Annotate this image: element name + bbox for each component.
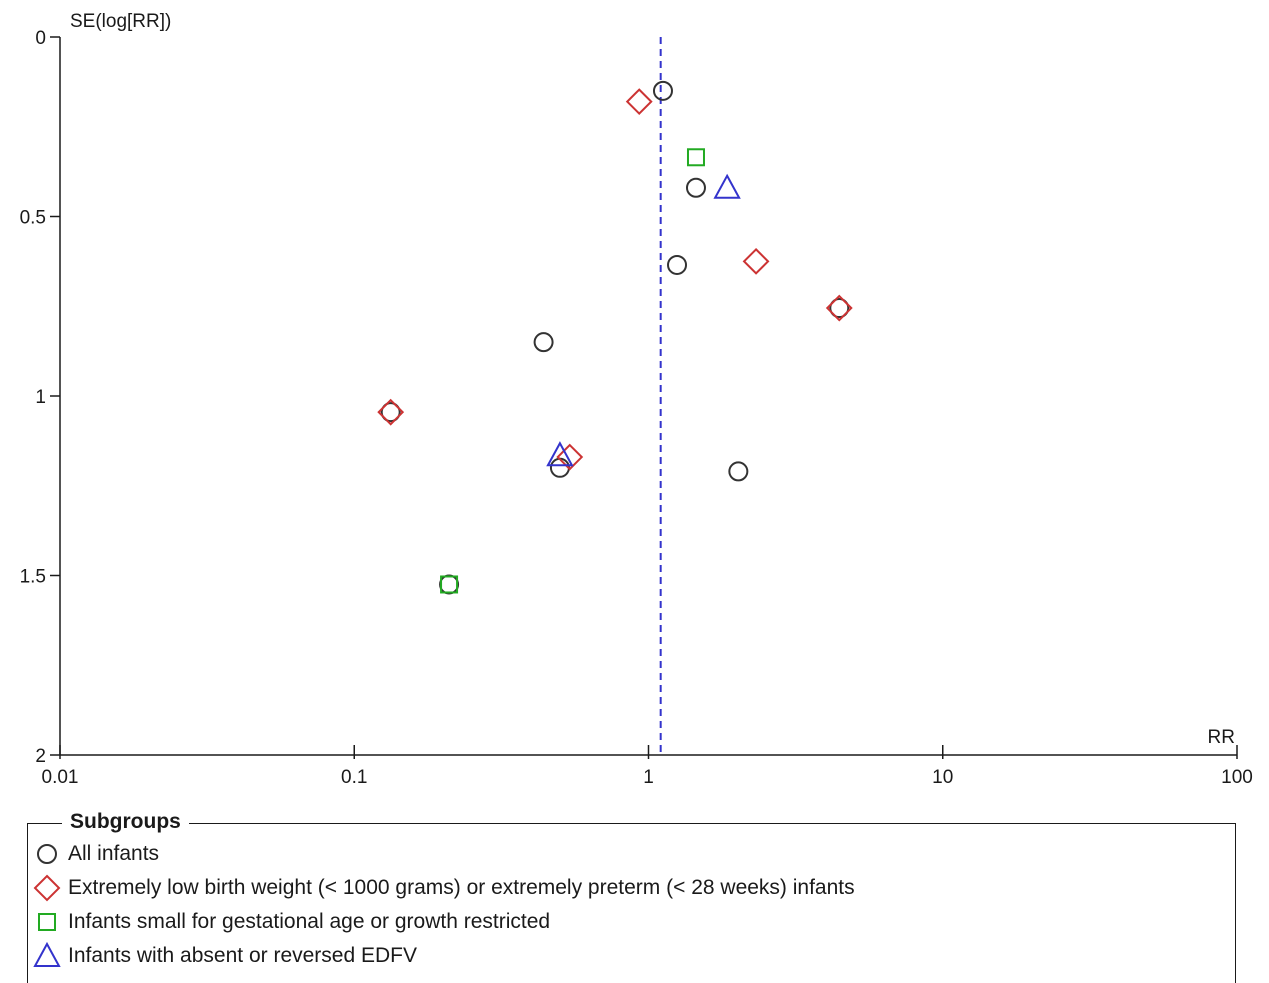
y-tick-label: 1 bbox=[35, 387, 46, 408]
data-points bbox=[377, 80, 853, 595]
legend-title: Subgroups bbox=[62, 810, 189, 834]
diamond-point bbox=[625, 88, 653, 116]
x-tick-label: 100 bbox=[1221, 767, 1253, 788]
legend-entry: Infants small for gestational age or gro… bbox=[32, 907, 550, 937]
series-0 bbox=[380, 80, 850, 595]
legend-entry-label: Infants with absent or reversed EDFV bbox=[68, 944, 417, 967]
circle-point bbox=[380, 402, 401, 423]
x-tick-label: 0.1 bbox=[341, 767, 367, 788]
diamond-point bbox=[556, 443, 584, 471]
triangle-legend-marker bbox=[33, 941, 61, 967]
x-tick-label: 1 bbox=[643, 767, 654, 788]
diamond-point bbox=[742, 247, 770, 275]
x-axis-title: RR bbox=[1208, 727, 1235, 748]
series-3 bbox=[546, 173, 741, 467]
square-point bbox=[686, 148, 705, 167]
triangle-point bbox=[546, 441, 574, 467]
legend-entry-label: Infants small for gestational age or gro… bbox=[68, 910, 551, 933]
plot-axes: 0 0.5 1 1.5 20.01 0.1 1 10 100 bbox=[20, 28, 1253, 788]
diamond-point bbox=[377, 398, 405, 426]
legend-entry-label: Extremely low birth weight (< 1000 grams… bbox=[68, 876, 855, 899]
circle-point bbox=[549, 457, 570, 478]
circle-point bbox=[685, 177, 706, 198]
diamond-point bbox=[825, 294, 853, 322]
circle-point bbox=[829, 298, 850, 319]
legend-box bbox=[27, 823, 1236, 983]
y-tick-label: 0 bbox=[35, 28, 46, 49]
square-legend-icon bbox=[38, 913, 56, 931]
circle-point bbox=[439, 574, 460, 595]
triangle-point bbox=[713, 173, 741, 199]
legend-entry: Infants with absent or reversed EDFV bbox=[32, 941, 417, 971]
circle-point bbox=[652, 80, 673, 101]
legend-entry-label: All infants bbox=[68, 842, 160, 865]
x-tick-label: 10 bbox=[932, 767, 953, 788]
square-point bbox=[440, 575, 459, 594]
square-legend-marker bbox=[38, 913, 56, 931]
legend-entry: Extremely low birth weight (< 1000 grams… bbox=[32, 873, 855, 903]
y-tick-label: 2 bbox=[35, 746, 46, 767]
legend-entry: All infants bbox=[32, 839, 159, 869]
funnel-plot: 0 0.5 1 1.5 20.01 0.1 1 10 100 SE(log[RR]) RR bbox=[20, 11, 1253, 788]
circle-point bbox=[728, 461, 749, 482]
series-2 bbox=[440, 148, 705, 594]
y-tick-label: 0.5 bbox=[20, 208, 46, 229]
triangle-legend-icon bbox=[33, 941, 61, 967]
diamond-legend-marker bbox=[33, 874, 61, 902]
y-tick-label: 1.5 bbox=[20, 567, 46, 588]
diamond-legend-icon bbox=[33, 874, 61, 902]
circle-point bbox=[667, 254, 688, 275]
circle-legend-icon bbox=[37, 844, 57, 864]
y-axis-title: SE(log[RR]) bbox=[70, 11, 171, 32]
circle-legend-marker bbox=[37, 844, 57, 864]
circle-point bbox=[533, 332, 554, 353]
series-1 bbox=[377, 88, 853, 471]
x-tick-label: 0.01 bbox=[42, 767, 79, 788]
